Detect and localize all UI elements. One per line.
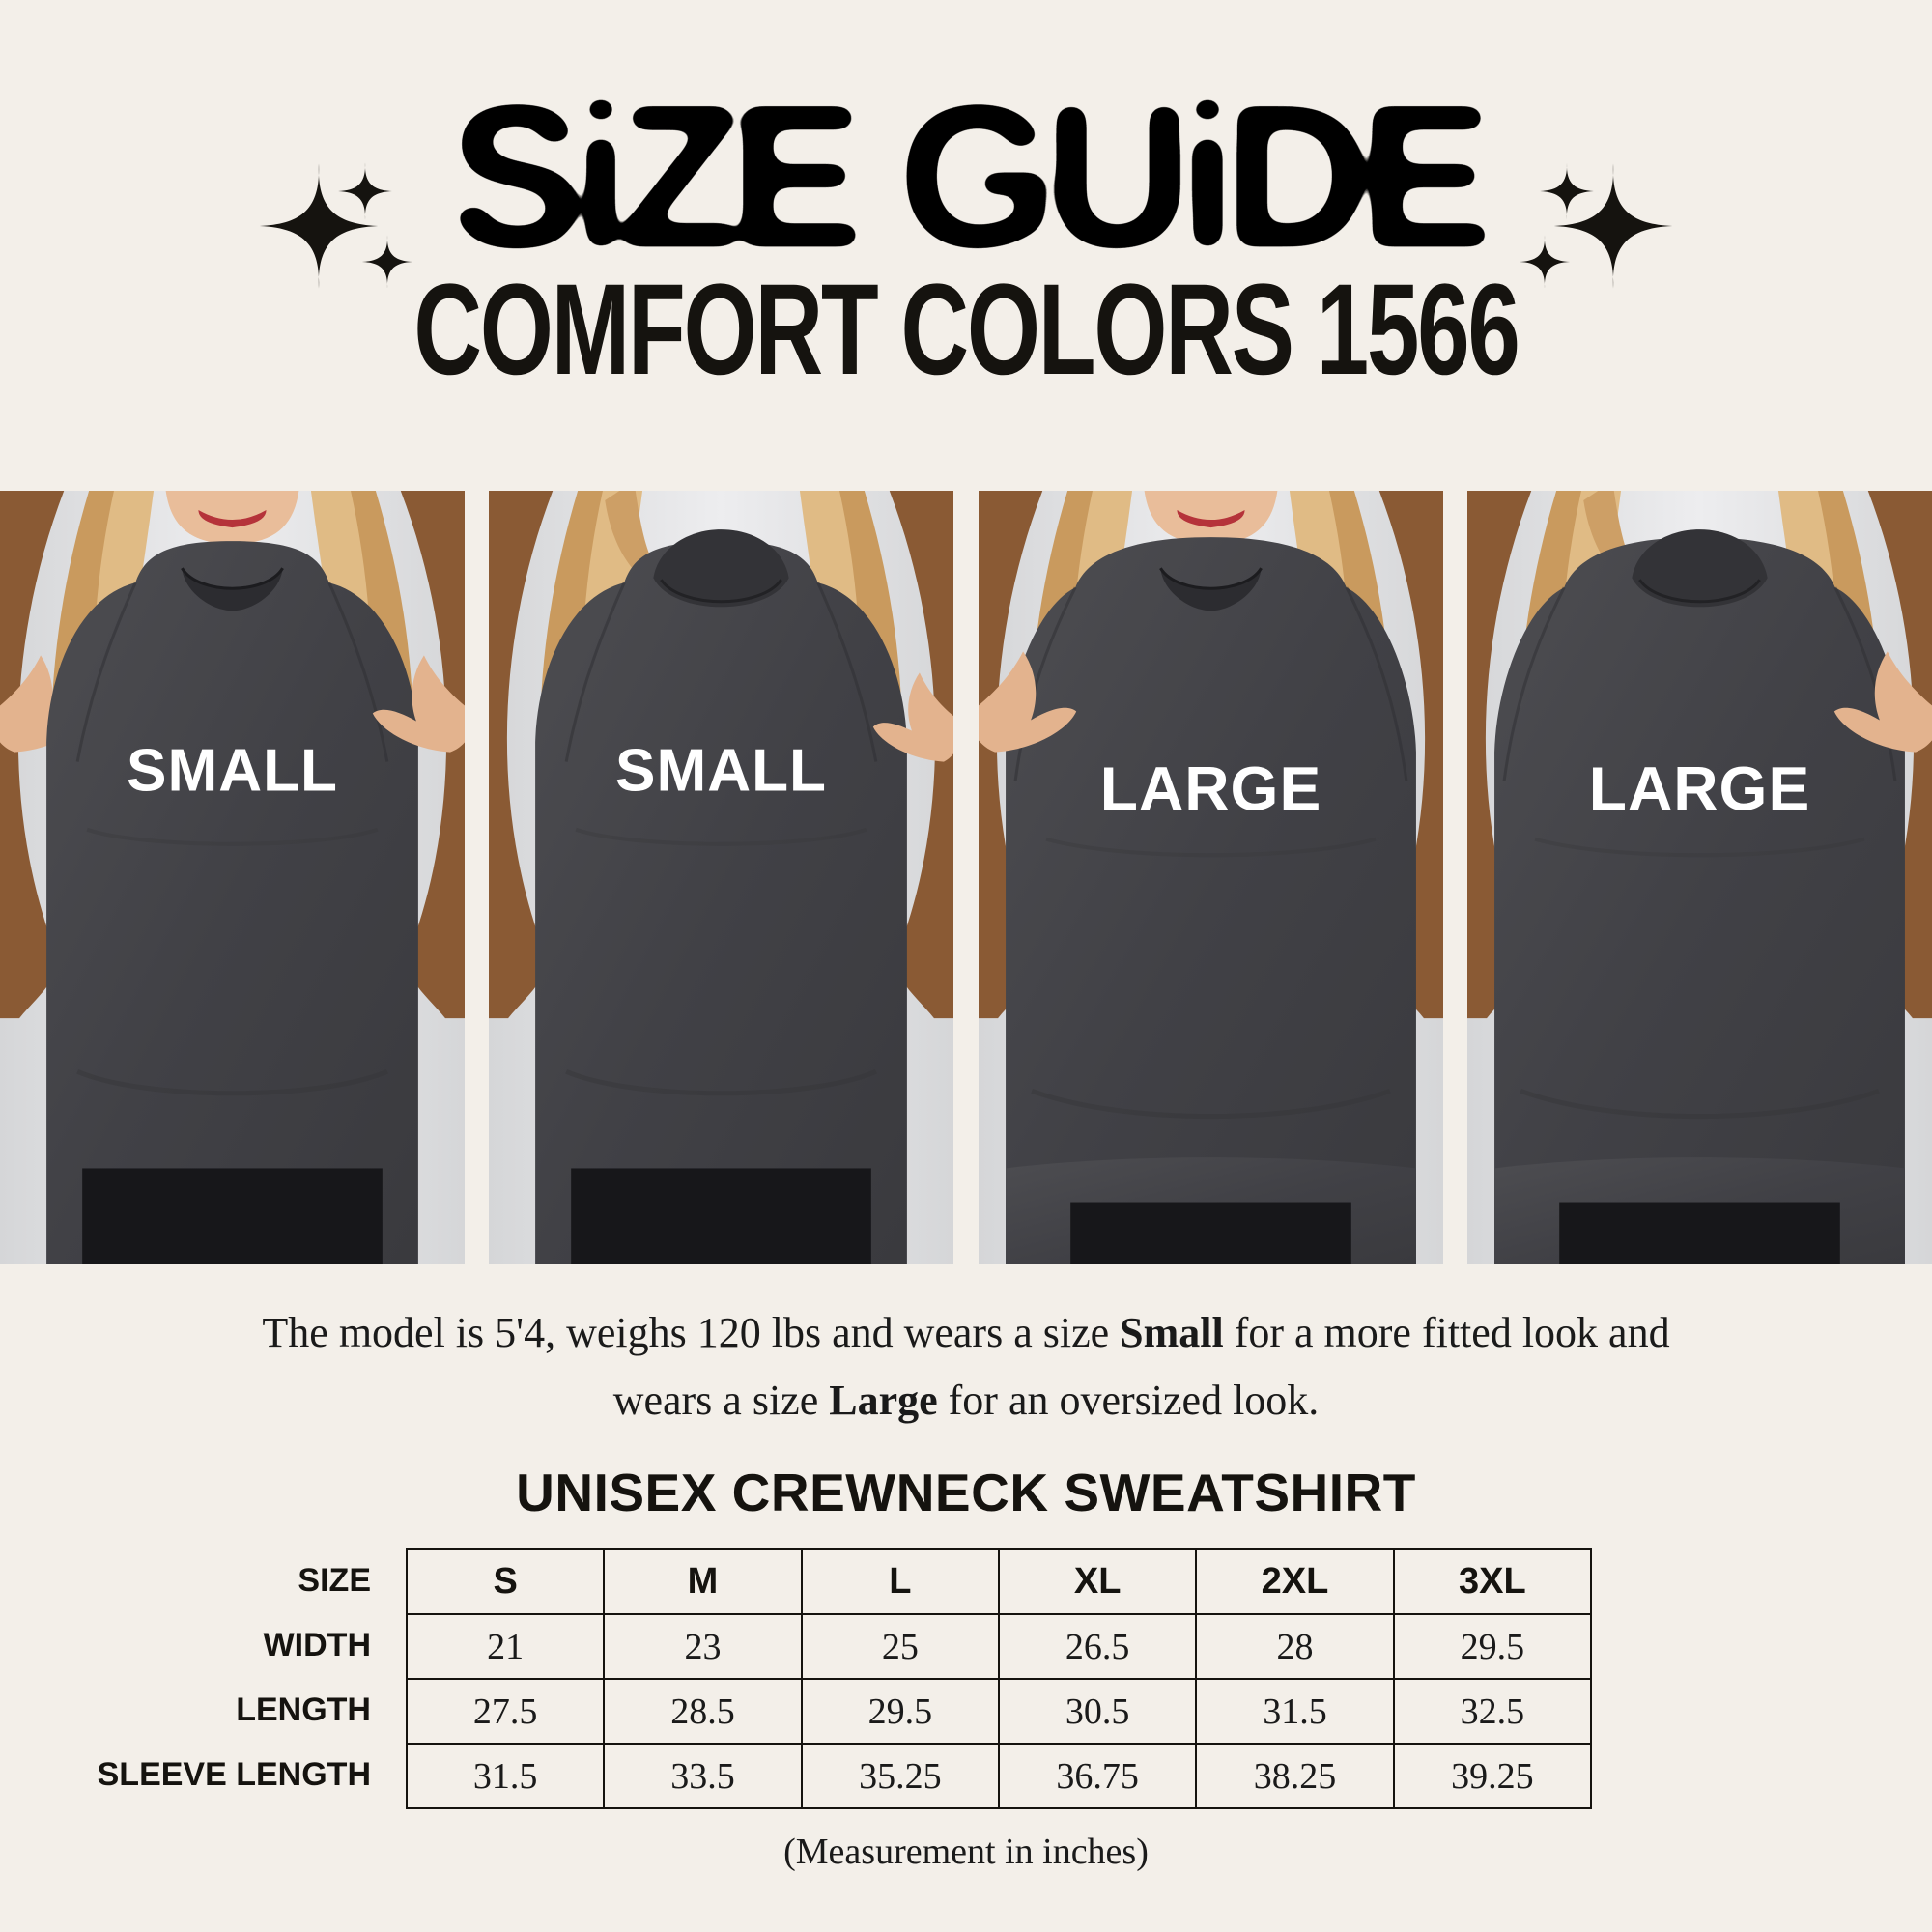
svg-text:LARGE: LARGE xyxy=(1589,754,1810,824)
svg-text:SMALL: SMALL xyxy=(127,738,338,805)
svg-text:SMALL: SMALL xyxy=(615,738,827,805)
svg-text:LARGE: LARGE xyxy=(1099,754,1321,824)
